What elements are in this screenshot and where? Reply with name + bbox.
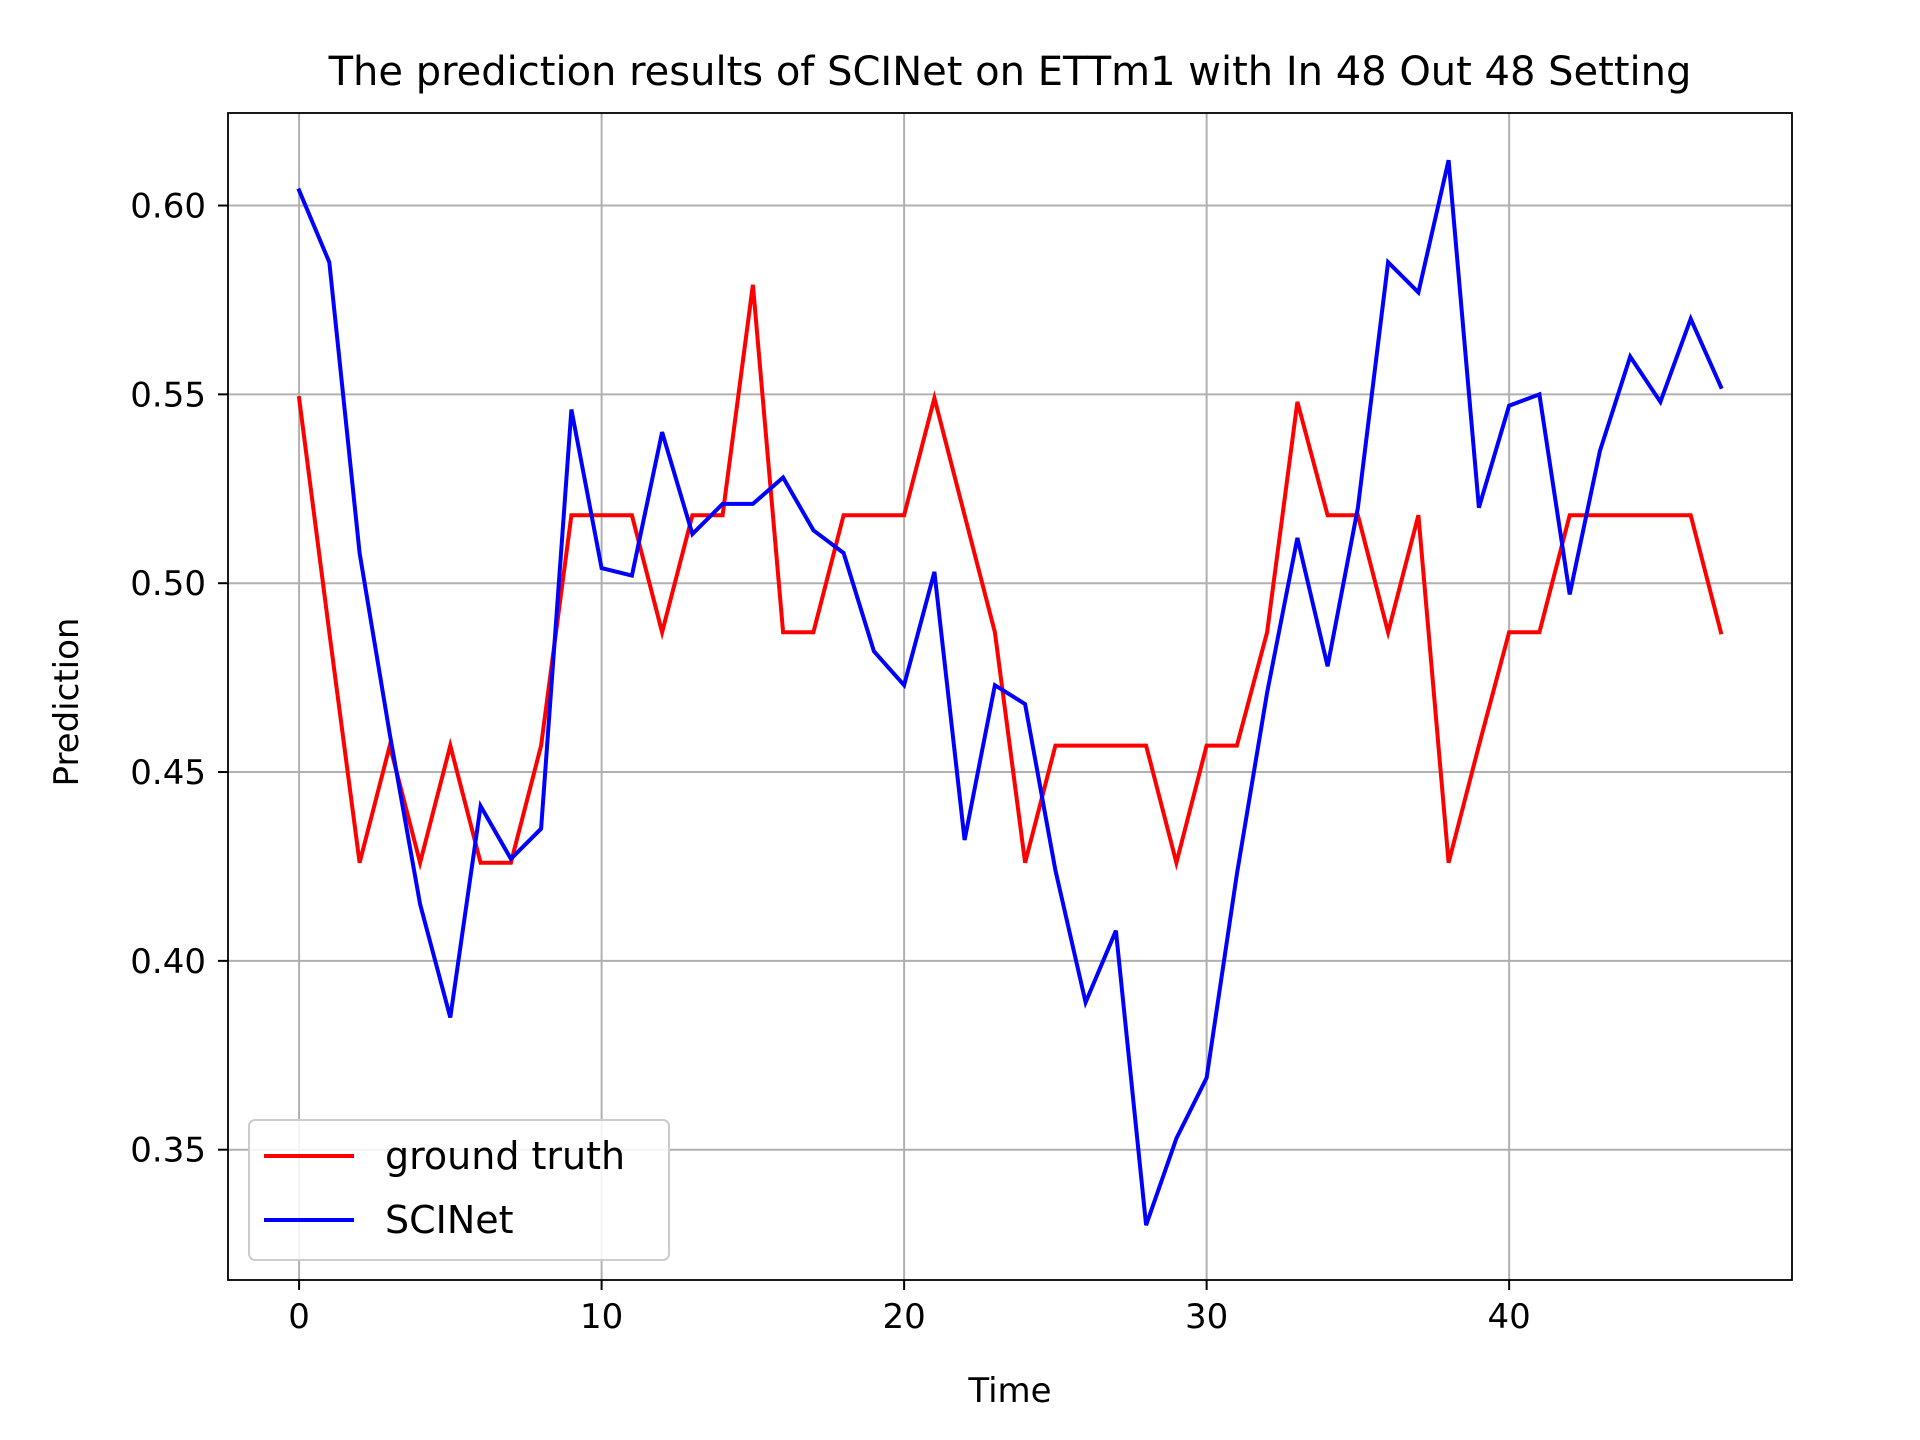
legend-label-scinet: SCINet — [385, 1198, 514, 1242]
legend-label-ground-truth: ground truth — [385, 1134, 625, 1178]
x-tick-label: 0 — [288, 1297, 310, 1337]
x-axis-label: Time — [967, 1371, 1051, 1411]
x-tick-label: 40 — [1488, 1297, 1531, 1337]
series-lines — [296, 159, 1724, 1226]
y-tick-label: 0.45 — [130, 753, 206, 793]
legend: ground truth SCINet — [248, 1119, 670, 1261]
series-line-scinet — [296, 159, 1724, 1226]
y-tick-label: 0.35 — [130, 1131, 206, 1171]
axis-ticks: 0 10 20 30 40 0.35 0.40 0.45 0.50 0.55 0.60 — [130, 187, 1530, 1337]
x-tick-label: 20 — [882, 1297, 925, 1337]
y-tick-label: 0.60 — [130, 187, 206, 227]
x-tick-label: 10 — [580, 1297, 623, 1337]
plot-frame — [227, 112, 1793, 1281]
y-tick-label: 0.55 — [130, 375, 206, 415]
y-tick-label: 0.40 — [130, 942, 206, 982]
series-line-ground-truth — [296, 284, 1724, 871]
y-tick-label: 0.50 — [130, 564, 206, 604]
x-tick-label: 30 — [1185, 1297, 1228, 1337]
chart-title: The prediction results of SCINet on ETTm… — [328, 49, 1692, 95]
y-axis-label: Prediction — [47, 618, 87, 787]
